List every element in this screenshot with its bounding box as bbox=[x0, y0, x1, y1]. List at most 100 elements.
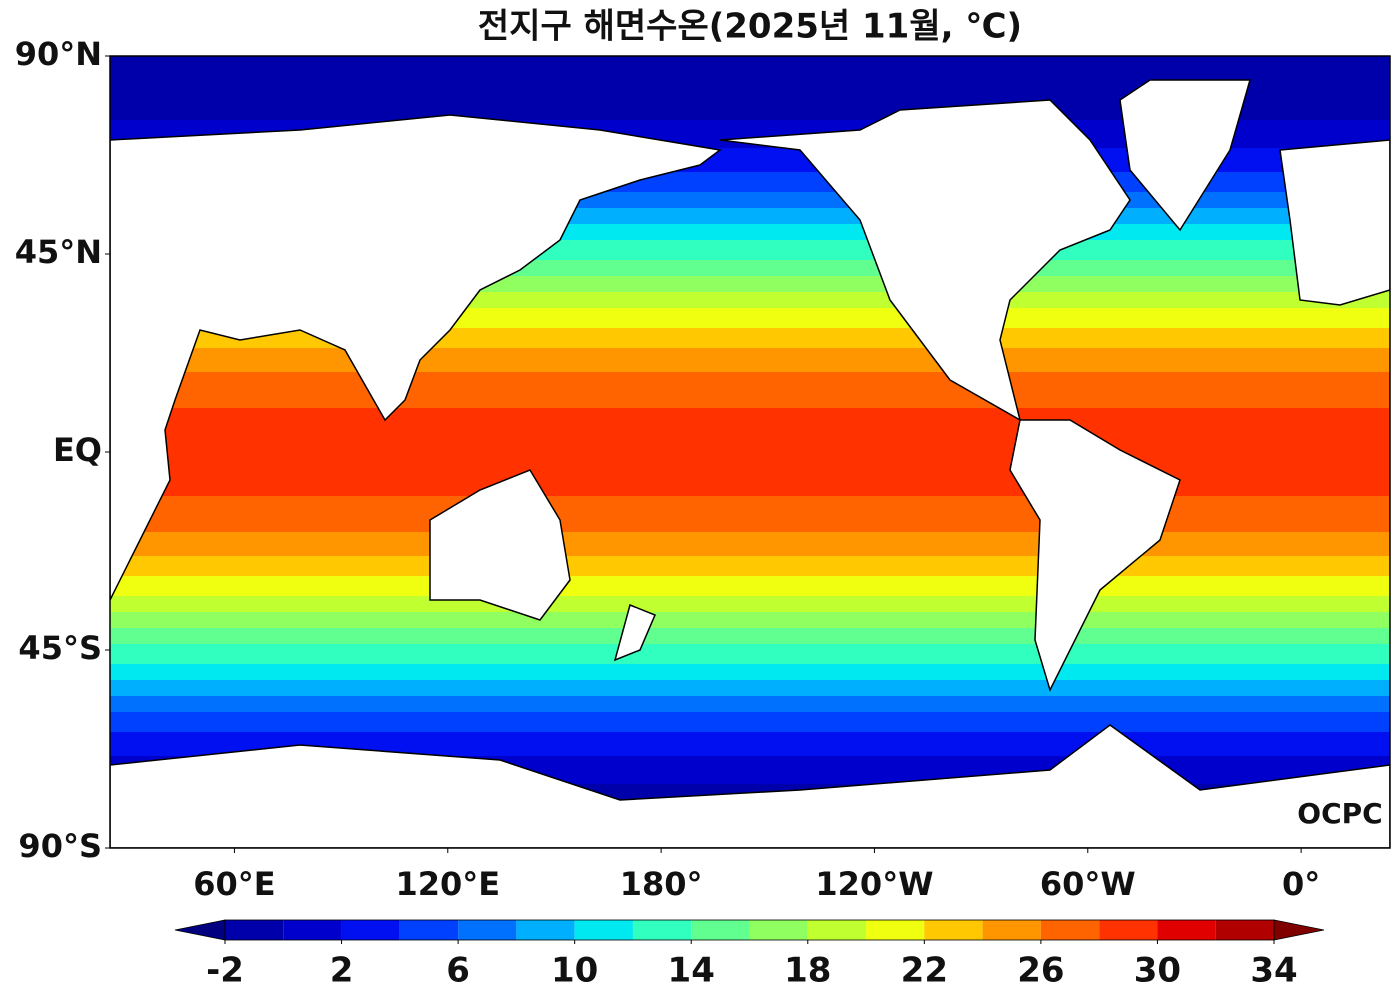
sst-band bbox=[110, 296, 1390, 301]
sst-band bbox=[110, 148, 1390, 153]
sst-band bbox=[110, 176, 1390, 181]
sst-band bbox=[110, 772, 1390, 777]
sst-band bbox=[110, 460, 1390, 465]
sst-band bbox=[110, 312, 1390, 317]
colorbar-bin bbox=[1215, 920, 1274, 940]
sst-band bbox=[110, 204, 1390, 209]
sst-band bbox=[110, 208, 1390, 213]
sst-band bbox=[110, 628, 1390, 633]
colorbar-bin bbox=[399, 920, 459, 940]
sst-band bbox=[110, 736, 1390, 741]
sst-band bbox=[110, 240, 1390, 245]
sst-band bbox=[110, 624, 1390, 629]
colorbar-bin bbox=[982, 920, 1041, 940]
colorbar-bin bbox=[749, 920, 808, 940]
sst-band bbox=[110, 472, 1390, 477]
sst-band bbox=[110, 440, 1390, 445]
sst-band bbox=[110, 480, 1390, 485]
colorbar-bin bbox=[341, 920, 400, 940]
sst-band bbox=[110, 324, 1390, 329]
sst-band bbox=[110, 384, 1390, 389]
north-america bbox=[719, 99, 1131, 422]
sst-band bbox=[110, 476, 1390, 481]
sst-band bbox=[110, 664, 1390, 669]
sst-band bbox=[110, 456, 1390, 461]
sst-band bbox=[110, 80, 1390, 85]
map-title: 전지구 해면수온(2025년 11월, ℃) bbox=[478, 7, 1022, 47]
sst-band bbox=[110, 200, 1390, 205]
sst-band bbox=[110, 648, 1390, 653]
colorbar-tick-label: 6 bbox=[446, 951, 470, 991]
sst-band bbox=[110, 656, 1390, 661]
sst-band bbox=[110, 728, 1390, 733]
sst-band bbox=[110, 168, 1390, 173]
sst-band bbox=[110, 388, 1390, 393]
sst-band bbox=[110, 432, 1390, 437]
colorbar-tick-label: 26 bbox=[1017, 951, 1064, 991]
sst-band bbox=[110, 376, 1390, 381]
sst-band bbox=[110, 328, 1390, 333]
sst-band bbox=[110, 268, 1390, 273]
sst-band bbox=[110, 752, 1390, 757]
sst-band bbox=[110, 676, 1390, 681]
sst-band bbox=[110, 84, 1390, 89]
y-tick-label: 90°N bbox=[15, 35, 102, 73]
sst-band bbox=[110, 668, 1390, 673]
colorbar-tick-label: 10 bbox=[551, 951, 598, 991]
land bbox=[110, 79, 1390, 848]
sst-band bbox=[110, 760, 1390, 765]
australia bbox=[429, 469, 571, 621]
sst-band bbox=[110, 340, 1390, 345]
sst-band bbox=[110, 132, 1390, 137]
colorbar-bin bbox=[924, 920, 983, 940]
colorbar-bin bbox=[458, 920, 517, 940]
sst-band bbox=[110, 224, 1390, 229]
sst-band bbox=[110, 700, 1390, 705]
sst-band bbox=[110, 68, 1390, 73]
sst-band bbox=[110, 128, 1390, 133]
x-tick-label: 60°E bbox=[193, 865, 275, 903]
sst-band bbox=[110, 400, 1390, 405]
colorbar-under bbox=[174, 919, 226, 941]
sst-band bbox=[110, 516, 1390, 521]
sst-band bbox=[110, 156, 1390, 161]
sst-band bbox=[110, 288, 1390, 293]
sst-band bbox=[110, 632, 1390, 637]
sst-band bbox=[110, 716, 1390, 721]
sst-band bbox=[110, 684, 1390, 689]
sst-band bbox=[110, 608, 1390, 613]
sst-band bbox=[110, 356, 1390, 361]
sst-band bbox=[110, 420, 1390, 425]
colorbar-over bbox=[1273, 919, 1325, 941]
sst-band bbox=[110, 484, 1390, 489]
sst-band bbox=[110, 416, 1390, 421]
sst-band bbox=[110, 284, 1390, 289]
colorbar-bin bbox=[225, 920, 284, 940]
watermark: OCPC bbox=[1297, 797, 1382, 830]
sst-band bbox=[110, 236, 1390, 241]
sst-band bbox=[110, 504, 1390, 509]
colorbar-tick-label: 22 bbox=[901, 951, 948, 991]
sst-band bbox=[110, 464, 1390, 469]
colorbar-bin bbox=[691, 920, 750, 940]
sst-band bbox=[110, 412, 1390, 417]
sst-band bbox=[110, 212, 1390, 217]
sst-band bbox=[110, 220, 1390, 225]
sst-band bbox=[110, 444, 1390, 449]
colorbar-bin bbox=[1040, 920, 1100, 940]
sst-band bbox=[110, 64, 1390, 69]
sst-band bbox=[110, 704, 1390, 709]
sst-band bbox=[110, 372, 1390, 377]
sst-band bbox=[110, 260, 1390, 265]
sst-band bbox=[110, 448, 1390, 453]
colorbar-bin bbox=[1157, 920, 1216, 940]
sst-band bbox=[110, 436, 1390, 441]
europe bbox=[1279, 139, 1390, 306]
sst-band bbox=[110, 344, 1390, 349]
sst-band bbox=[110, 72, 1390, 77]
sst-band bbox=[110, 404, 1390, 409]
sst-band bbox=[110, 740, 1390, 745]
colorbar-tick-label: -2 bbox=[206, 951, 244, 991]
sst-band bbox=[110, 188, 1390, 193]
